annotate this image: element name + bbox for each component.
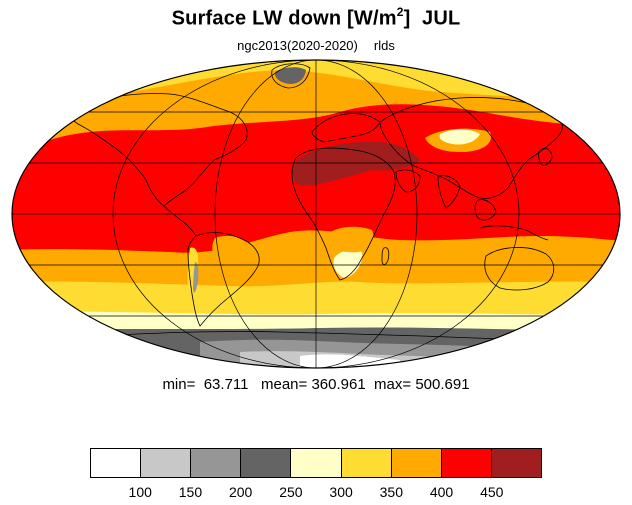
field-australia bbox=[487, 250, 547, 282]
coast-indonesia bbox=[479, 225, 549, 241]
colorbar-ticks: 100 150 200 250 300 350 400 450 bbox=[0, 484, 632, 502]
colorbar-swatch-1 bbox=[91, 449, 142, 477]
coast-asia bbox=[379, 97, 563, 199]
coast-central-america bbox=[163, 205, 197, 237]
field-s-africa bbox=[333, 250, 363, 278]
map-boundary bbox=[11, 59, 621, 369]
field-sahara bbox=[291, 141, 420, 186]
colorbar-tick-label: 400 bbox=[429, 484, 454, 500]
max-label: max= bbox=[374, 376, 412, 393]
coast-se-asia bbox=[474, 199, 497, 221]
colorbar-swatch-8 bbox=[441, 449, 492, 477]
mean-label: mean= bbox=[261, 376, 308, 393]
field-tibet-yellow bbox=[439, 129, 480, 145]
coast-australia bbox=[484, 247, 555, 291]
colorbar-tick-label: 250 bbox=[279, 484, 303, 500]
coast-africa bbox=[291, 147, 396, 281]
field-s-africa-orange bbox=[322, 226, 374, 253]
colorbar-swatch-6 bbox=[341, 449, 392, 477]
colorbar-tick-label: 150 bbox=[178, 484, 203, 500]
colorbar-swatch-7 bbox=[391, 449, 442, 477]
field-andes-grey bbox=[193, 262, 199, 293]
colorbar bbox=[90, 448, 542, 478]
coast-greenland bbox=[271, 63, 311, 89]
colorbar-tick-label: 350 bbox=[379, 484, 403, 500]
coast-arabia bbox=[395, 169, 421, 193]
title-superscript: 2 bbox=[396, 5, 404, 19]
colorbar-tick-label: 100 bbox=[128, 484, 152, 500]
min-value: 63.711 bbox=[203, 376, 249, 393]
field-statistics: min= 63.711 mean= 360.961 max= 500.691 bbox=[0, 376, 632, 393]
subtitle-variable: rlds bbox=[373, 38, 395, 53]
meridian-120 bbox=[112, 60, 520, 368]
coast-japan bbox=[538, 148, 553, 166]
colorbar-tick-label: 450 bbox=[480, 484, 504, 500]
min-label: min= bbox=[162, 376, 196, 393]
colorbar-swatch-9 bbox=[491, 449, 541, 477]
subtitle-run: ngc2013(2020-2020) bbox=[237, 38, 358, 53]
mean-value: 360.961 bbox=[311, 376, 366, 393]
map-title: Surface LW down [W/m2] JUL bbox=[0, 5, 632, 31]
title-text: Surface LW down [W/m bbox=[171, 7, 397, 30]
colorbar-swatch-3 bbox=[191, 449, 242, 477]
map-subtitle: ngc2013(2020-2020) rlds bbox=[0, 38, 632, 53]
colorbar-swatch-4 bbox=[241, 449, 292, 477]
coast-europe bbox=[311, 113, 381, 143]
graticule bbox=[12, 60, 620, 368]
coast-south-america bbox=[187, 232, 260, 327]
coast-madagascar bbox=[381, 247, 390, 265]
colorbar-tick-label: 300 bbox=[329, 484, 353, 500]
coast-north-america bbox=[69, 93, 248, 207]
title-bracket: ] bbox=[403, 7, 411, 30]
meridian-60 bbox=[214, 60, 418, 368]
coast-india bbox=[437, 175, 461, 209]
colorbar-swatch-2 bbox=[141, 449, 192, 477]
field-brazil bbox=[212, 235, 254, 264]
title-month: JUL bbox=[422, 7, 461, 30]
field-greenland bbox=[274, 67, 306, 84]
max-value: 500.691 bbox=[415, 376, 470, 393]
colorbar-swatch-5 bbox=[291, 449, 342, 477]
colorbar-tick-label: 200 bbox=[228, 484, 253, 500]
